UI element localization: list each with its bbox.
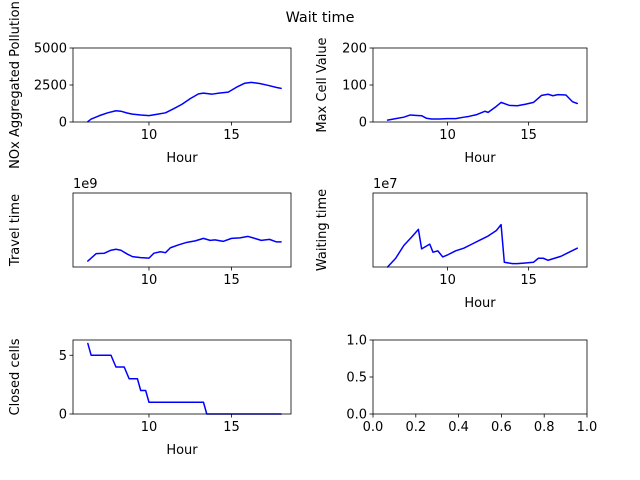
- subplots-grid: 10 15 0 2500 5000 Hour NOx Aggregated Pollutio…: [8, 1, 597, 458]
- subplot-1: 10 15 0 2500 5000 Hour NOx Aggregated Pollutio…: [8, 1, 292, 169]
- subplot-3: 10 15 1e9 Travel time: [8, 177, 292, 288]
- y-tick-label: 2500: [34, 79, 67, 94]
- axes-frame: [372, 339, 588, 415]
- y-tick-label: 200: [342, 42, 367, 57]
- y-tick-label: 0: [359, 116, 367, 131]
- axes-frame: [72, 47, 292, 123]
- x-tick-label: 15: [520, 273, 537, 288]
- figure-title: Wait time: [286, 10, 355, 26]
- series-line-1: [87, 81, 282, 123]
- y-axis-label: Travel time: [8, 194, 23, 267]
- x-tick-label: 15: [223, 420, 240, 435]
- y-tick-label: 0: [59, 116, 67, 131]
- y-axis-label: Waiting time: [315, 189, 330, 271]
- x-tick-label: 10: [141, 128, 158, 143]
- subplot-4: 10 15 1e7 Hour Waiting time: [315, 177, 588, 311]
- x-axis-label: Hour: [166, 151, 198, 166]
- y-tick-label: 5000: [34, 42, 67, 57]
- x-axis-label: Hour: [464, 151, 496, 166]
- series-line-1: [87, 235, 282, 262]
- subplot-6: 0.0 0.2 0.4 0.6 0.8 1.0 0.0 0.5 1.0: [346, 334, 597, 436]
- series-line-1: [386, 223, 579, 268]
- y-axis-label: Closed cells: [8, 338, 23, 415]
- x-axis-label: Hour: [464, 296, 496, 311]
- y-axis-label: Max Cell Value: [315, 37, 330, 132]
- x-tick-label: 0.0: [363, 420, 384, 435]
- y-tick-label: 1.0: [346, 334, 367, 349]
- x-tick-label: 15: [223, 128, 240, 143]
- x-tick-label: 0.4: [448, 420, 469, 435]
- series-line-1: [386, 93, 579, 121]
- y-offset-label: 1e9: [73, 177, 98, 192]
- subplot-5: 10 15 0 5 Hour Closed cells: [8, 338, 292, 458]
- x-tick-label: 10: [141, 273, 158, 288]
- x-tick-label: 0.2: [405, 420, 426, 435]
- axes-frame: [72, 339, 292, 415]
- x-tick-label: 1.0: [577, 420, 598, 435]
- x-axis-label: Hour: [166, 443, 198, 458]
- y-tick-label: 0.0: [346, 408, 367, 423]
- axes-frame: [372, 47, 588, 123]
- y-axis-label: NOx Aggregated Pollution: [8, 1, 23, 169]
- x-tick-label: 0.6: [491, 420, 512, 435]
- y-tick-label: 0: [59, 408, 67, 423]
- x-tick-label: 15: [223, 273, 240, 288]
- y-tick-label: 5: [59, 349, 67, 364]
- y-tick-label: 0.5: [346, 371, 367, 386]
- x-tick-label: 10: [439, 128, 456, 143]
- x-tick-label: 15: [520, 128, 537, 143]
- x-tick-label: 0.8: [534, 420, 555, 435]
- axes-frame: [372, 192, 588, 268]
- series-line-1: [87, 342, 282, 415]
- x-tick-label: 10: [439, 273, 456, 288]
- x-tick-label: 10: [141, 420, 158, 435]
- subplot-2: 10 15 0 100 200 Hour Max Cell Value: [315, 37, 588, 166]
- y-tick-label: 100: [342, 79, 367, 94]
- axes-frame: [72, 192, 292, 268]
- y-offset-label: 1e7: [373, 177, 398, 192]
